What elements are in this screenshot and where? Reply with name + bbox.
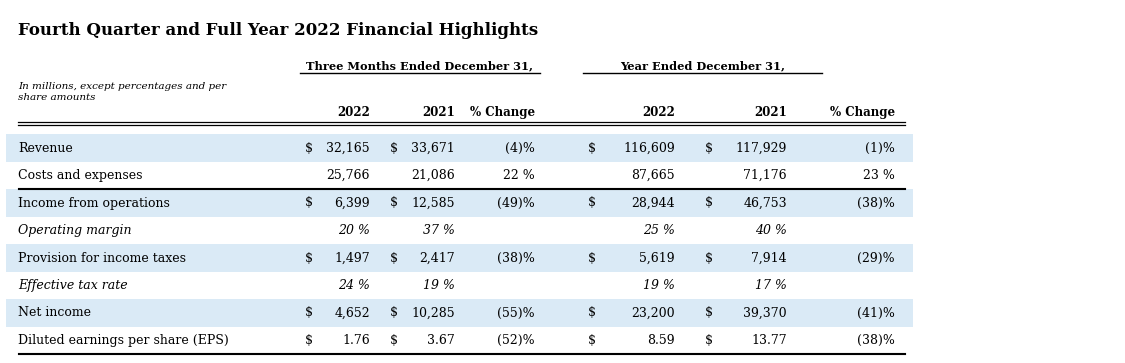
- Text: 2022: 2022: [338, 106, 370, 119]
- Text: 116,609: 116,609: [623, 142, 675, 155]
- Text: 117,929: 117,929: [736, 142, 787, 155]
- Text: Operating margin: Operating margin: [18, 224, 132, 237]
- Text: (38)%: (38)%: [857, 334, 896, 347]
- Text: 2022: 2022: [642, 106, 675, 119]
- Text: Effective tax rate: Effective tax rate: [18, 279, 127, 292]
- Bar: [6, 244, 914, 272]
- Text: 19 %: 19 %: [423, 279, 454, 292]
- Text: 4,652: 4,652: [334, 306, 370, 319]
- Text: 24 %: 24 %: [339, 279, 370, 292]
- Text: Revenue: Revenue: [18, 142, 73, 155]
- Text: $: $: [705, 306, 713, 319]
- Text: $: $: [305, 334, 313, 347]
- Text: 40 %: 40 %: [755, 224, 787, 237]
- Text: 7,914: 7,914: [752, 252, 787, 265]
- Text: 1.76: 1.76: [342, 334, 370, 347]
- Text: % Change: % Change: [830, 106, 896, 119]
- Text: 19 %: 19 %: [644, 279, 675, 292]
- Text: $: $: [588, 334, 596, 347]
- Text: $: $: [588, 252, 596, 265]
- Text: 87,665: 87,665: [631, 169, 675, 182]
- Text: 10,285: 10,285: [412, 306, 455, 319]
- Text: $: $: [705, 334, 713, 347]
- Text: 22 %: 22 %: [503, 169, 536, 182]
- Text: Three Months Ended December 31,: Three Months Ended December 31,: [306, 60, 533, 71]
- Text: $: $: [305, 252, 313, 265]
- Text: $: $: [390, 196, 398, 209]
- Text: Costs and expenses: Costs and expenses: [18, 169, 143, 182]
- Text: 46,753: 46,753: [744, 196, 787, 209]
- Text: $: $: [705, 142, 713, 155]
- Text: Diluted earnings per share (EPS): Diluted earnings per share (EPS): [18, 334, 228, 347]
- Text: Fourth Quarter and Full Year 2022 Financial Highlights: Fourth Quarter and Full Year 2022 Financ…: [18, 22, 538, 39]
- Text: (52)%: (52)%: [497, 334, 536, 347]
- Text: 21,086: 21,086: [412, 169, 455, 182]
- Text: (4)%: (4)%: [505, 142, 536, 155]
- Text: Net income: Net income: [18, 306, 91, 319]
- Text: 37 %: 37 %: [423, 224, 454, 237]
- Text: $: $: [305, 142, 313, 155]
- Bar: [6, 299, 914, 327]
- Text: 32,165: 32,165: [326, 142, 370, 155]
- Text: 2,417: 2,417: [420, 252, 454, 265]
- Text: $: $: [588, 196, 596, 209]
- Text: (38)%: (38)%: [857, 196, 896, 209]
- Text: $: $: [588, 142, 596, 155]
- Text: 2021: 2021: [754, 106, 787, 119]
- Text: 2021: 2021: [422, 106, 454, 119]
- Text: $: $: [705, 196, 713, 209]
- Text: 6,399: 6,399: [334, 196, 370, 209]
- Text: In millions, except percentages and per
share amounts: In millions, except percentages and per …: [18, 82, 226, 102]
- Text: $: $: [305, 306, 313, 319]
- Text: 8.59: 8.59: [647, 334, 675, 347]
- Bar: [6, 134, 914, 162]
- Text: 71,176: 71,176: [744, 169, 787, 182]
- Text: Income from operations: Income from operations: [18, 196, 170, 209]
- Text: 3.67: 3.67: [428, 334, 454, 347]
- Text: % Change: % Change: [470, 106, 536, 119]
- Bar: [6, 189, 914, 217]
- Text: 28,944: 28,944: [631, 196, 675, 209]
- Text: $: $: [588, 306, 596, 319]
- Text: $: $: [390, 334, 398, 347]
- Text: 12,585: 12,585: [412, 196, 455, 209]
- Text: 20 %: 20 %: [339, 224, 370, 237]
- Text: Year Ended December 31,: Year Ended December 31,: [620, 60, 785, 71]
- Text: Provision for income taxes: Provision for income taxes: [18, 252, 186, 265]
- Text: 23 %: 23 %: [863, 169, 896, 182]
- Text: 13.77: 13.77: [752, 334, 787, 347]
- Text: (1)%: (1)%: [865, 142, 896, 155]
- Text: $: $: [390, 252, 398, 265]
- Text: (41)%: (41)%: [857, 306, 896, 319]
- Text: 1,497: 1,497: [334, 252, 370, 265]
- Text: $: $: [390, 142, 398, 155]
- Text: 25,766: 25,766: [326, 169, 370, 182]
- Text: (29)%: (29)%: [857, 252, 896, 265]
- Text: (38)%: (38)%: [497, 252, 536, 265]
- Text: 39,370: 39,370: [744, 306, 787, 319]
- Text: $: $: [305, 196, 313, 209]
- Text: (55)%: (55)%: [497, 306, 536, 319]
- Text: $: $: [390, 306, 398, 319]
- Text: 17 %: 17 %: [755, 279, 787, 292]
- Text: 5,619: 5,619: [639, 252, 675, 265]
- Text: 25 %: 25 %: [644, 224, 675, 237]
- Text: 33,671: 33,671: [412, 142, 455, 155]
- Text: 23,200: 23,200: [631, 306, 675, 319]
- Text: (49)%: (49)%: [497, 196, 536, 209]
- Text: $: $: [705, 252, 713, 265]
